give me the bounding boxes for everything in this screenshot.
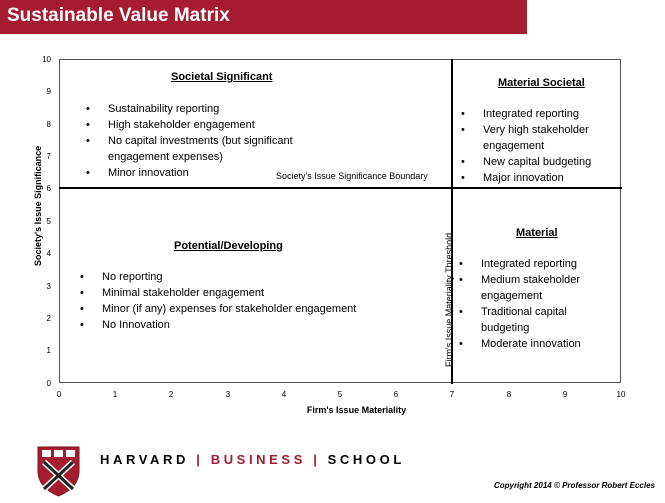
- list-item: No Innovation: [80, 317, 356, 333]
- y-tick-label: 5: [46, 217, 51, 226]
- y-tick-label: 1: [46, 346, 51, 355]
- list-item: Moderate innovation: [459, 336, 581, 352]
- quadrant-title-material-societal: Material Societal: [498, 77, 585, 89]
- list-item: Minor (if any) expenses for stakeholder …: [80, 301, 356, 317]
- y-tick-label: 9: [46, 87, 51, 96]
- list-item-text-cont: engagement expenses): [108, 151, 223, 163]
- copyright-notice: Copyright 2014 © Professor Robert Eccles: [493, 481, 655, 490]
- list-item: High stakeholder engagement: [86, 117, 293, 133]
- x-tick-label: 3: [225, 390, 231, 399]
- quadrant-title-material: Material: [516, 227, 558, 239]
- list-item: Integrated reporting: [459, 256, 581, 272]
- y-tick-label: 2: [46, 314, 51, 323]
- list-item: Medium stakeholder engagement: [459, 272, 581, 304]
- list-item-text-cont: budgeting: [481, 322, 530, 334]
- x-tick-label: 9: [562, 390, 568, 399]
- wordmark-separator: |: [196, 452, 204, 467]
- material-societal-list: Integrated reporting Very high stakehold…: [461, 106, 591, 186]
- list-item-text-cont: engagement: [481, 290, 543, 302]
- x-tick-label: 1: [112, 390, 118, 399]
- harvard-shield-logo: [37, 446, 80, 497]
- list-item: Major innovation: [461, 170, 591, 186]
- list-item-text: Medium stakeholder: [481, 274, 581, 286]
- list-item: No reporting: [80, 269, 356, 285]
- significance-boundary-line: [59, 187, 622, 189]
- significance-boundary-label: Society's Issue Significance Boundary: [276, 171, 428, 181]
- x-tick-label: 6: [393, 390, 399, 399]
- list-item-text: No capital investments (but significant: [108, 135, 293, 147]
- x-tick-label: 8: [506, 390, 512, 399]
- list-item: Traditional capital budgeting: [459, 304, 581, 336]
- wordmark-business: BUSINESS: [210, 452, 306, 467]
- x-tick-label: 2: [168, 390, 174, 399]
- y-tick-label: 8: [46, 120, 51, 129]
- wordmark-school: SCHOOL: [327, 452, 405, 467]
- wordmark-harvard: HARVARD: [100, 452, 190, 467]
- y-tick-label: 6: [46, 184, 51, 193]
- x-tick-label: 7: [449, 390, 455, 399]
- x-axis-label: Firm's Issue Materiality: [306, 405, 407, 415]
- y-tick-label: 10: [42, 55, 51, 64]
- hbs-wordmark: HARVARD | BUSINESS | SCHOOL: [100, 452, 405, 467]
- societal-significant-list: Sustainability reporting High stakeholde…: [86, 101, 293, 181]
- wordmark-separator: |: [313, 452, 321, 467]
- list-item: No capital investments (but significant e…: [86, 133, 293, 165]
- material-list: Integrated reporting Medium stakeholder e…: [459, 256, 581, 352]
- list-item: New capital budgeting: [461, 154, 591, 170]
- list-item: Integrated reporting: [461, 106, 591, 122]
- y-tick-label: 7: [46, 152, 51, 161]
- quadrant-title-societal-significant: Societal Significant: [171, 71, 273, 83]
- list-item: Minimal stakeholder engagement: [80, 285, 356, 301]
- x-tick-label: 4: [281, 390, 287, 399]
- page-title: Sustainable Value Matrix: [7, 5, 230, 26]
- materiality-threshold-label: Firm's Issue Materiality Threshold: [444, 232, 454, 367]
- list-item-text: Traditional capital: [481, 306, 567, 318]
- x-tick-label: 5: [337, 390, 343, 399]
- list-item: Minor innovation: [86, 165, 293, 181]
- potential-developing-list: No reporting Minimal stakeholder engagem…: [80, 269, 356, 333]
- y-axis-label: Society's Issue Significance: [33, 145, 43, 266]
- materiality-threshold-line: [451, 59, 453, 384]
- quadrant-title-potential-developing: Potential/Developing: [174, 240, 283, 252]
- plot-area: [59, 59, 621, 383]
- y-tick-label: 0: [46, 379, 51, 388]
- list-item-text: Very high stakeholder: [483, 124, 589, 136]
- x-tick-label: 10: [616, 390, 626, 399]
- y-tick-label: 3: [46, 282, 51, 291]
- title-bar: Sustainable Value Matrix: [0, 0, 527, 34]
- y-tick-label: 4: [46, 249, 51, 258]
- list-item-text-cont: engagement: [483, 140, 545, 152]
- list-item: Very high stakeholder engagement: [461, 122, 591, 154]
- x-tick-label: 0: [56, 390, 62, 399]
- list-item: Sustainability reporting: [86, 101, 293, 117]
